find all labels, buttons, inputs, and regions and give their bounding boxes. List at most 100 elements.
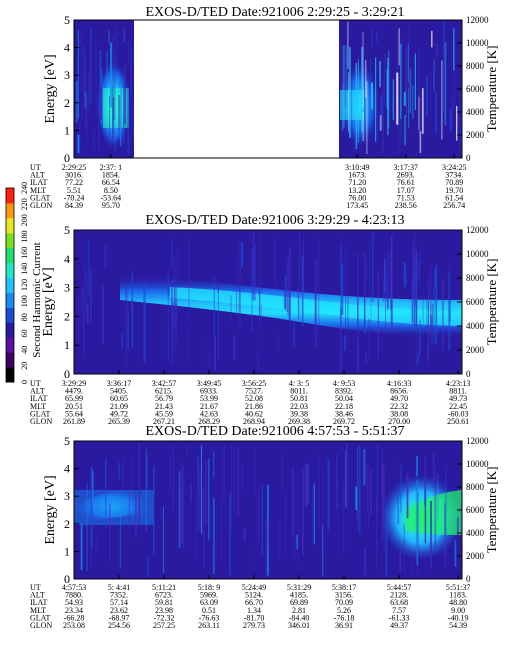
spectrogram-streak bbox=[213, 497, 215, 574]
spectrogram-streak bbox=[260, 303, 262, 357]
row-label-mlt: MLT bbox=[30, 186, 46, 195]
panel-2-cell-ilat: 50.81 bbox=[290, 394, 308, 403]
panel-2-cell-glat: 49.72 bbox=[110, 409, 128, 418]
panel-1-cell-ilat: 70.89 bbox=[445, 178, 463, 187]
panel-1-plot bbox=[73, 19, 463, 159]
colorbar-swatch bbox=[6, 217, 14, 234]
spectrogram-streak bbox=[343, 483, 345, 554]
spectrogram-streak bbox=[255, 448, 257, 496]
spectrogram-streak bbox=[118, 95, 121, 131]
spectrogram-streak bbox=[307, 464, 309, 505]
spectrogram-streak bbox=[392, 79, 394, 120]
panel-3-ytick-right-label: 6000 bbox=[466, 505, 485, 515]
spectrogram-streak bbox=[417, 353, 419, 365]
panel-1-orbit-table: UT 2:29:25 2:37: 1 3:10:49 3:17:37 3:24:25 ALT… bbox=[30, 154, 466, 210]
spectrogram-streak bbox=[87, 69, 90, 111]
colorbar-swatches bbox=[6, 188, 14, 383]
colorbar-tick-label: 80 bbox=[20, 313, 29, 321]
spectrogram-streak bbox=[80, 287, 83, 314]
colorbar-tick-label: 200 bbox=[20, 214, 29, 226]
panel-1-ytick-label: 2 bbox=[64, 96, 70, 110]
colorbar-swatch bbox=[6, 247, 14, 264]
panel-1-cell-mlt: 19.70 bbox=[445, 186, 463, 195]
spectrogram-streak bbox=[349, 47, 351, 138]
spectrogram-streak bbox=[115, 28, 118, 67]
spectrogram-streak bbox=[415, 288, 417, 373]
row-label-ilat: ILAT bbox=[30, 178, 47, 187]
spectrogram-streak bbox=[376, 444, 378, 513]
spectrogram-streak bbox=[259, 231, 261, 324]
spectrogram-streak bbox=[376, 497, 378, 571]
spectrogram-streak bbox=[87, 240, 90, 297]
panel-3-y-axis: 0 1 2 3 4 5 0 2000 4000 6000 8000 10000 12000 bbox=[64, 434, 489, 586]
spectrogram-streak bbox=[364, 251, 366, 334]
spectrogram-streak bbox=[356, 341, 359, 373]
spectrogram-streak bbox=[95, 41, 97, 119]
panel-2-orbit-table: UT 3:29:29 3:36:17 3:42:57 3:49:45 3:56:25 4: … bbox=[30, 370, 470, 426]
spectrogram-streak bbox=[341, 264, 344, 315]
spectrogram-streak bbox=[288, 248, 291, 321]
row-label-glon: GLON bbox=[30, 417, 52, 426]
panel-2-cell-glat: 39.38 bbox=[290, 409, 308, 418]
spectrogram-streak bbox=[85, 272, 88, 314]
row-label-alt: ALT bbox=[30, 591, 45, 600]
panel-2-cell-glat: 55.64 bbox=[65, 409, 83, 418]
panel-3-cell-alt: 3156. bbox=[335, 591, 353, 600]
spectrogram-streak bbox=[208, 459, 210, 541]
spectrogram-streak bbox=[221, 501, 223, 561]
panel-1-streaks bbox=[75, 21, 463, 156]
spectrogram-streak bbox=[138, 442, 141, 525]
panel-1-cell-ilat: 77.22 bbox=[65, 178, 83, 187]
panel-3-cell-alt: 7880. bbox=[65, 591, 83, 600]
panel-1: EXOS-D/TED Date:921006 2:29:25 - 3:29:21… bbox=[30, 5, 499, 210]
spectrogram-streak bbox=[355, 486, 358, 510]
spectrogram-streak bbox=[175, 299, 177, 366]
spectrogram-streak bbox=[104, 245, 107, 269]
panel-1-cell-alt: 3016. bbox=[65, 171, 83, 180]
spectrogram-streak bbox=[414, 259, 415, 328]
spectrogram-streak bbox=[403, 91, 406, 106]
spectrogram-streak bbox=[390, 235, 393, 330]
panel-1-ytick-label: 0 bbox=[64, 151, 70, 165]
panel-2-cell-glon: 250.61 bbox=[447, 417, 469, 426]
spectrogram-streak bbox=[379, 115, 382, 131]
spectrogram-streak bbox=[105, 458, 107, 528]
spectrogram-streak bbox=[249, 546, 250, 577]
spectrogram-streak bbox=[274, 237, 276, 285]
spectrogram-streak bbox=[125, 283, 127, 365]
spectrogram-streak bbox=[351, 76, 353, 136]
spectrogram-streak bbox=[162, 506, 164, 574]
spectrogram-streak bbox=[365, 352, 367, 366]
spectrogram-streak bbox=[175, 303, 177, 341]
spectrogram-streak bbox=[371, 29, 373, 48]
spectrogram-streak bbox=[86, 100, 88, 138]
spectrogram-streak bbox=[408, 87, 410, 129]
spectrogram-streak bbox=[207, 333, 208, 365]
panel-3-cell-glat: -76.18 bbox=[334, 613, 355, 622]
spectrogram-streak bbox=[357, 253, 359, 344]
panel-2-ytick-right-label: 8000 bbox=[466, 273, 485, 283]
spectrogram-streak bbox=[364, 315, 366, 334]
spectrogram-streak bbox=[86, 304, 89, 323]
spectrogram-streak bbox=[194, 493, 196, 562]
spectrogram-streak bbox=[172, 302, 174, 354]
panel-1-cell-ilat: 76.61 bbox=[397, 178, 415, 187]
spectrogram-streak bbox=[371, 82, 374, 109]
row-label-alt: ALT bbox=[30, 171, 45, 180]
spectrogram-streak bbox=[223, 442, 226, 502]
spectrogram-streak bbox=[370, 467, 373, 515]
spectrogram-streak bbox=[454, 540, 457, 567]
panel-2-cell-mlt: 22.45 bbox=[449, 402, 467, 411]
spectrogram-streak bbox=[285, 274, 287, 310]
spectrogram-streak bbox=[160, 506, 162, 522]
colorbar-tick-label: 20 bbox=[20, 362, 29, 370]
spectrogram-streak bbox=[302, 237, 304, 292]
panel-3-cell-glat: -84.40 bbox=[289, 613, 310, 622]
spectrogram-streak bbox=[432, 287, 435, 343]
panel-2-cell-ut: 4: 3: 5 bbox=[289, 379, 309, 388]
spectrogram-streak bbox=[422, 290, 424, 323]
spectrogram-streak bbox=[302, 469, 304, 555]
spectrogram-streak bbox=[445, 467, 447, 557]
panel-3-ytick-right-label: 2000 bbox=[466, 551, 485, 561]
spectrogram-streak bbox=[298, 231, 301, 284]
